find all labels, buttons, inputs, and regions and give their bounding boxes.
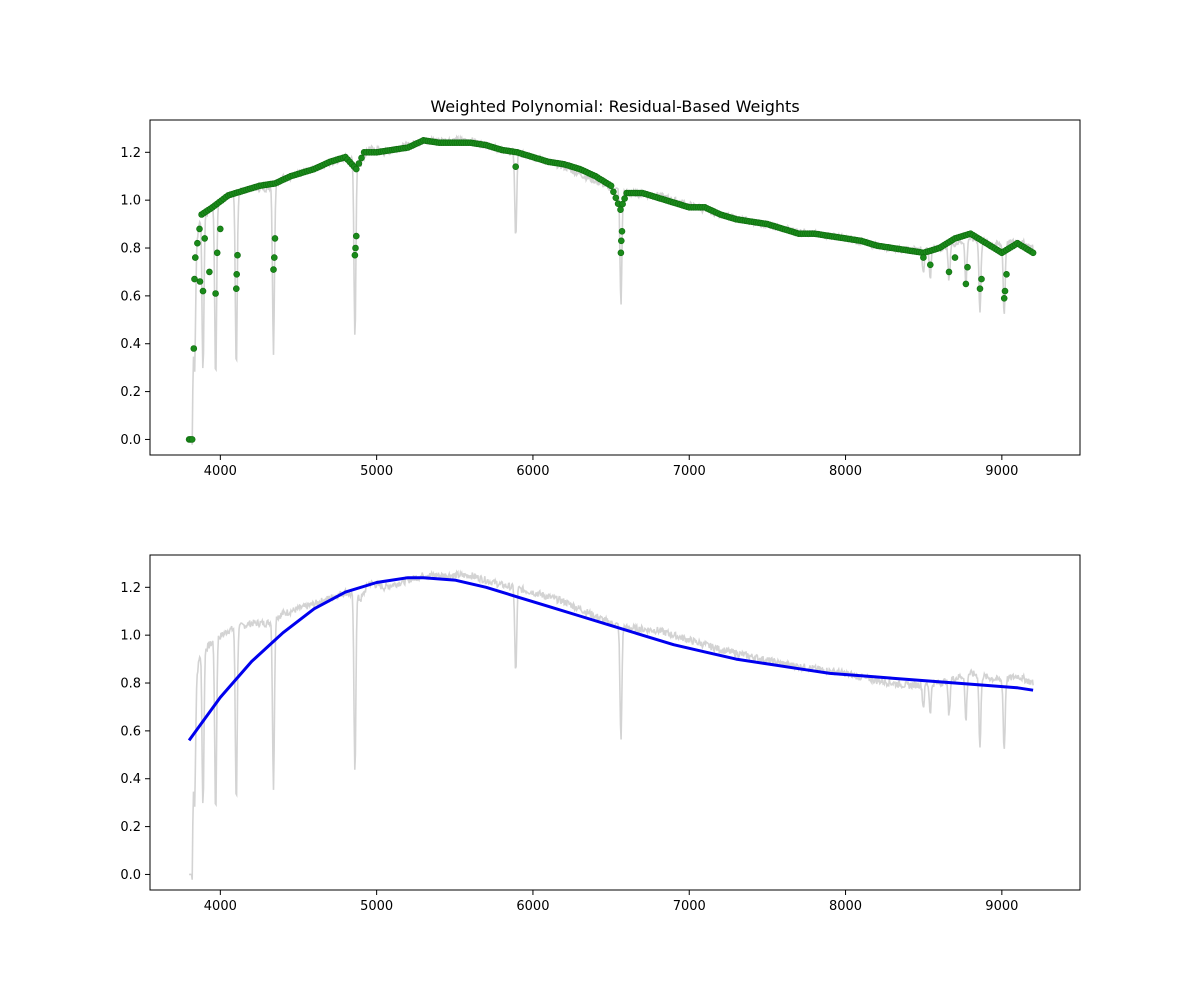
bottom-panel: 4000 5000 6000 7000 8000 9000 0.0 0.2 0.4 0.6 0.8 1… <box>120 554 1081 914</box>
weighted-point <box>358 154 365 162</box>
weighted-point <box>1000 294 1008 302</box>
axes-frame <box>149 119 1081 456</box>
y-tick-label: 1.2 <box>120 581 141 596</box>
weighted-point <box>617 249 625 257</box>
y-tick-label: 0.8 <box>120 677 141 692</box>
x-tick-label: 9000 <box>985 899 1018 914</box>
x-tick-label: 5000 <box>360 464 393 479</box>
weighted-point <box>196 225 203 233</box>
weighted-point <box>619 200 626 208</box>
weighted-point <box>945 268 953 276</box>
weighted-point <box>964 263 971 271</box>
y-tick-label: 0.8 <box>120 242 141 257</box>
weighted-point <box>352 244 359 252</box>
weighted-point <box>978 275 985 283</box>
weighted-point <box>352 165 360 173</box>
weighted-point <box>217 225 224 233</box>
weighted-point <box>951 254 959 261</box>
plot-area <box>185 134 1037 445</box>
weighted-point <box>617 206 624 213</box>
x-tick-label: 8000 <box>829 464 862 479</box>
weighted-point <box>233 270 240 278</box>
y-tick-label: 0.0 <box>120 433 141 448</box>
weighted-point <box>234 251 241 259</box>
weighted-point <box>196 278 204 285</box>
weighted-point <box>190 345 198 352</box>
y-tick-label: 0.6 <box>120 724 141 739</box>
x-tick-label: 5000 <box>360 899 393 914</box>
x-tick-label: 9000 <box>985 464 1018 479</box>
weighted-point <box>610 188 617 196</box>
weighted-point <box>355 160 363 167</box>
weighted-point <box>352 232 360 240</box>
weighted-point <box>612 194 620 202</box>
x-tick-label: 4000 <box>204 464 237 479</box>
weighted-point <box>233 285 240 293</box>
weighted-point <box>962 280 970 288</box>
top-panel: 4000 5000 6000 7000 8000 9000 0.0 0.2 0.4 0.6 0.8 1… <box>120 97 1081 479</box>
weighted-point <box>201 235 208 242</box>
y-tick-label: 0.4 <box>120 337 141 352</box>
weighted-point <box>351 251 359 259</box>
weighted-point <box>270 266 277 273</box>
polynomial-fit-line <box>187 576 1034 742</box>
weighted-point <box>188 436 196 443</box>
y-tick-label: 1.0 <box>120 194 141 209</box>
y-tick-label: 1.2 <box>120 146 141 161</box>
weighted-point <box>199 287 207 295</box>
weighted-point <box>206 268 213 276</box>
weighted-point <box>270 254 278 261</box>
weighted-point <box>512 163 520 170</box>
weighted-point <box>607 182 615 190</box>
weighted-point <box>192 254 199 261</box>
weighted-point <box>618 228 626 235</box>
x-tick-label: 6000 <box>516 464 549 479</box>
y-tick-label: 0.4 <box>120 772 141 787</box>
weighted-point <box>976 285 984 293</box>
x-tick-label: 7000 <box>673 464 706 479</box>
weighted-point <box>191 275 198 283</box>
weighted-point <box>271 235 279 242</box>
weighted-point <box>212 290 219 297</box>
weighted-point <box>213 249 221 257</box>
weighted-point <box>194 239 201 247</box>
weighted-point <box>1001 287 1009 295</box>
y-tick-label: 0.2 <box>120 820 141 835</box>
weighted-point <box>1029 249 1037 257</box>
x-tick-label: 4000 <box>204 899 237 914</box>
y-tick-label: 0.0 <box>120 868 141 883</box>
chart-title: Weighted Polynomial: Residual-Based Weig… <box>430 97 799 116</box>
weighted-point <box>920 254 927 261</box>
weighted-point <box>617 237 625 245</box>
y-tick-label: 1.0 <box>120 629 141 644</box>
spectrum-line <box>189 569 1034 880</box>
y-tick-label: 0.6 <box>120 289 141 304</box>
weighted-point <box>1003 270 1010 278</box>
weighted-point <box>926 261 934 269</box>
x-tick-label: 6000 <box>516 899 549 914</box>
x-tick-label: 7000 <box>673 899 706 914</box>
weighted-point <box>621 195 628 202</box>
plot-area <box>187 569 1034 880</box>
axes-frame <box>149 554 1081 891</box>
x-tick-label: 8000 <box>829 899 862 914</box>
y-tick-label: 0.2 <box>120 385 141 400</box>
